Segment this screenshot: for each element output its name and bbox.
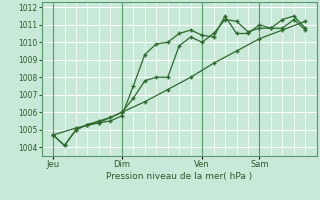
- X-axis label: Pression niveau de la mer( hPa ): Pression niveau de la mer( hPa ): [106, 172, 252, 181]
